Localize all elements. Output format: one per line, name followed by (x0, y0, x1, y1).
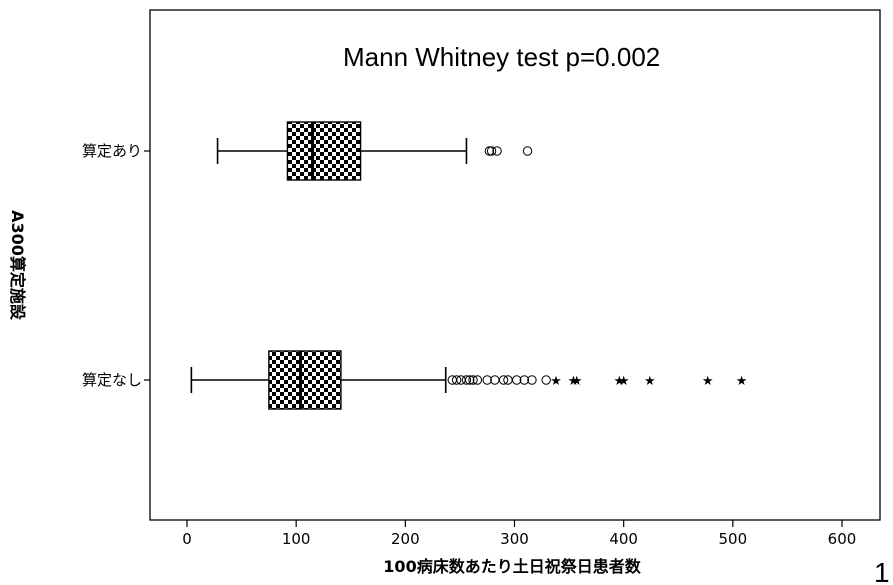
outlier-point (461, 375, 472, 385)
outlier-point (465, 375, 475, 385)
x-axis-label: 100病床数あたり土日祝祭日患者数 (383, 557, 641, 576)
outlier-point (484, 146, 495, 156)
extreme-point: ★ (571, 374, 583, 389)
box-group: ★ ★★ ★★ ★ ★ ★ (190, 121, 748, 410)
outlier-point (468, 375, 478, 385)
outlier-point (486, 146, 497, 156)
y-axis-label: A300算定施設 (8, 210, 27, 321)
x-tick-label: 100 (282, 530, 311, 548)
y-category-label: 算定なし (82, 371, 142, 389)
x-tick-label: 200 (391, 530, 420, 548)
outlier-point (527, 375, 537, 385)
box-santei-ari (216, 121, 533, 181)
outlier-point (522, 146, 533, 156)
outlier-point (511, 375, 522, 385)
x-tick-label: 600 (828, 530, 857, 548)
extreme-point: ★ (568, 374, 580, 389)
outlier-point (490, 375, 500, 385)
x-tick-label: 400 (609, 530, 638, 548)
extreme-point: ★ (644, 374, 656, 389)
x-tick-label: 0 (182, 530, 192, 548)
box-santei-nashi: ★ ★★ ★★ ★ ★ ★ (190, 350, 748, 410)
outlier-point (492, 146, 502, 156)
y-category-label: 算定あり (82, 142, 142, 160)
x-tick-label: 300 (500, 530, 529, 548)
outlier-point (482, 375, 492, 385)
extreme-point: ★ (550, 374, 562, 389)
plot-area-frame (149, 9, 881, 521)
iqr-box (268, 350, 342, 410)
iqr-box (286, 121, 362, 181)
chart-annotation: Mann Whitney test p=0.002 (343, 42, 660, 72)
extreme-point: ★ (702, 374, 714, 389)
outlier-point (472, 375, 483, 385)
extreme-point: ★ (613, 374, 625, 389)
x-axis: 0 100 200 300 400 500 600 (182, 520, 856, 548)
extreme-point: ★ (736, 374, 748, 389)
outlier-point (541, 375, 551, 385)
outlier-point (519, 375, 530, 385)
x-tick-label: 500 (719, 530, 748, 548)
slide-number: 1 (874, 557, 890, 585)
outlier-point (498, 375, 509, 385)
extreme-point: ★ (618, 374, 630, 389)
outlier-point (451, 375, 462, 385)
